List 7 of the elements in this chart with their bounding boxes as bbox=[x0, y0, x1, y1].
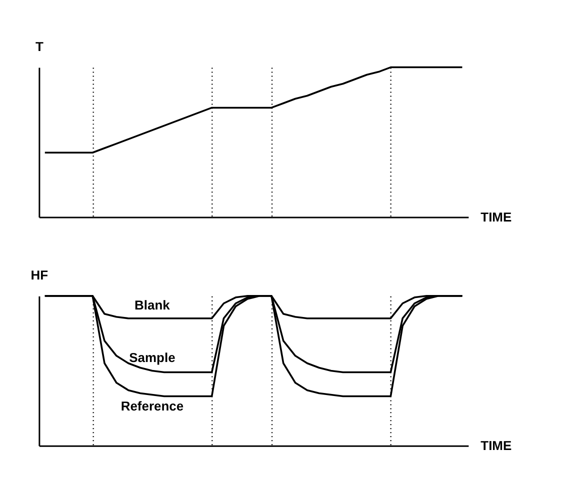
series-label: Blank bbox=[134, 297, 171, 312]
y-axis-title: HF bbox=[30, 267, 48, 282]
series-label: Reference bbox=[120, 398, 184, 414]
x-axis-title: TIME bbox=[480, 210, 512, 225]
x-axis-title: TIME bbox=[480, 438, 512, 454]
y-axis-title: T bbox=[35, 38, 44, 54]
series-label: Sample bbox=[129, 350, 176, 365]
